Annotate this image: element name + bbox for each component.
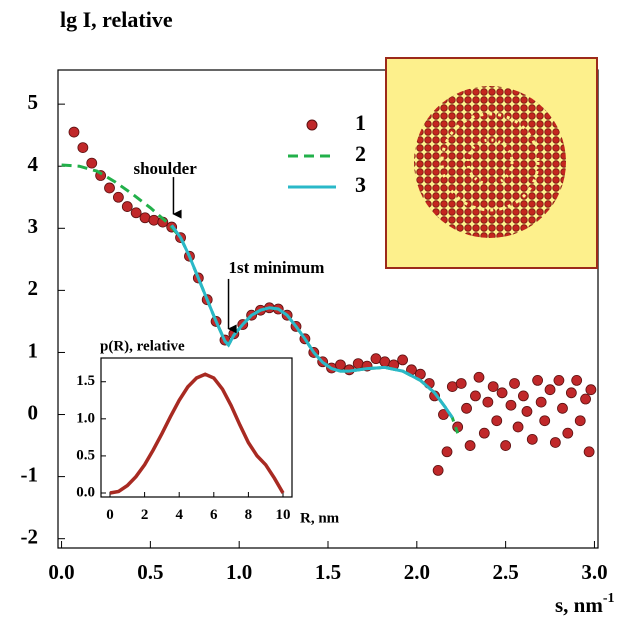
- data-point: [487, 381, 499, 392]
- data-point: [441, 446, 453, 458]
- annotation: 1st minimum: [229, 258, 325, 277]
- data-point: [585, 384, 597, 396]
- annotation: shoulder: [133, 159, 197, 178]
- data-point: [571, 374, 583, 386]
- legend-label: 3: [355, 172, 366, 197]
- data-point: [473, 371, 485, 383]
- y-tick-label: -2: [21, 525, 39, 549]
- inset-plot: 0 2 4 6 8 10 0.0 0.5 1.0 1.5 p(R), relative R, nm: [76, 338, 339, 526]
- data-point: [562, 427, 574, 439]
- x-axis-title-sup: -1: [603, 591, 615, 606]
- data-point: [539, 415, 551, 427]
- data-point: [500, 440, 512, 451]
- data-point: [112, 191, 124, 203]
- data-point: [496, 387, 508, 399]
- structure-image: [385, 57, 598, 269]
- x-tick-label: 0: [106, 507, 114, 523]
- data-point: [482, 396, 494, 408]
- data-point: [553, 374, 565, 386]
- x-tick-label: 6: [210, 507, 218, 523]
- plot-frame: [100, 357, 293, 498]
- data-point: [532, 374, 544, 386]
- data-point: [335, 359, 346, 371]
- data-point: [549, 437, 561, 448]
- y-tick-label: 2: [28, 276, 39, 300]
- x-tick-label: 8: [245, 507, 253, 523]
- data-point: [432, 465, 444, 476]
- data-point: [455, 378, 467, 389]
- data-point: [544, 384, 556, 396]
- main-plot: 0.0 0.5 1.0 1.5 2.0 2.5 3.0 -2 -1 0 1 2 3 4 5 lg I, rel…: [21, 7, 615, 617]
- data-point: [461, 402, 472, 414]
- data-point: [86, 157, 98, 169]
- data-point: [139, 212, 151, 224]
- x-axis-title: s, nm-1: [555, 591, 615, 617]
- x-tick-label: 4: [175, 507, 183, 523]
- data-point: [470, 390, 481, 402]
- x-tick-label: 1.5: [315, 560, 341, 584]
- data-point: [535, 396, 547, 408]
- data-point: [397, 354, 409, 366]
- data-point: [521, 406, 533, 417]
- data-point: [148, 214, 160, 226]
- x-tick-label: 2: [141, 507, 149, 523]
- data-point: [509, 378, 520, 389]
- data-point: [517, 390, 529, 402]
- inset-x-title: R, nm: [300, 510, 340, 526]
- x-tick-label: 2.0: [404, 560, 430, 584]
- y-tick-label: 4: [28, 152, 39, 176]
- x-tick-label: 10: [276, 507, 291, 523]
- data-point: [478, 427, 490, 439]
- legend-label: 1: [355, 110, 366, 135]
- data-point: [352, 358, 364, 370]
- data-point: [464, 440, 476, 451]
- x-axis-title-text: s, nm: [555, 593, 603, 617]
- y-tick-label: -1: [21, 462, 39, 486]
- data-point: [583, 446, 595, 458]
- data-point: [505, 399, 517, 411]
- data-point: [580, 393, 591, 405]
- y-tick-label: 1.0: [76, 410, 95, 426]
- data-line: [109, 372, 285, 495]
- y-tick-label: 1.5: [76, 373, 95, 389]
- x-tick-label: 3.0: [581, 560, 607, 584]
- inset-background: [101, 358, 292, 497]
- data-point: [121, 201, 133, 212]
- y-tick-label: 0.5: [76, 447, 95, 463]
- y-tick-label: 3: [28, 214, 39, 238]
- x-tick-label: 2.5: [493, 560, 519, 584]
- inset-title: p(R), relative: [100, 338, 185, 354]
- data-point: [512, 421, 524, 433]
- data-line: [170, 224, 454, 419]
- y-tick-label: 0: [28, 400, 39, 424]
- legend-marker: [306, 119, 318, 131]
- data-point: [557, 402, 568, 414]
- data-point: [104, 182, 115, 194]
- data-point: [68, 126, 80, 138]
- data-point: [130, 207, 142, 219]
- y-tick-label: 1: [28, 338, 39, 362]
- data-point: [77, 142, 89, 153]
- legend-label: 2: [355, 141, 366, 166]
- data-point: [565, 387, 577, 399]
- x-tick-label: 0.0: [48, 560, 74, 584]
- data-point: [491, 415, 503, 427]
- y-axis-title: lg I, relative: [60, 7, 173, 32]
- y-tick-label: 0.0: [76, 484, 95, 500]
- data-point: [526, 433, 538, 445]
- y-tick-label: 5: [28, 90, 39, 114]
- x-tick-label: 1.0: [226, 560, 252, 584]
- x-tick-label: 0.5: [137, 560, 163, 584]
- data-point: [574, 415, 586, 427]
